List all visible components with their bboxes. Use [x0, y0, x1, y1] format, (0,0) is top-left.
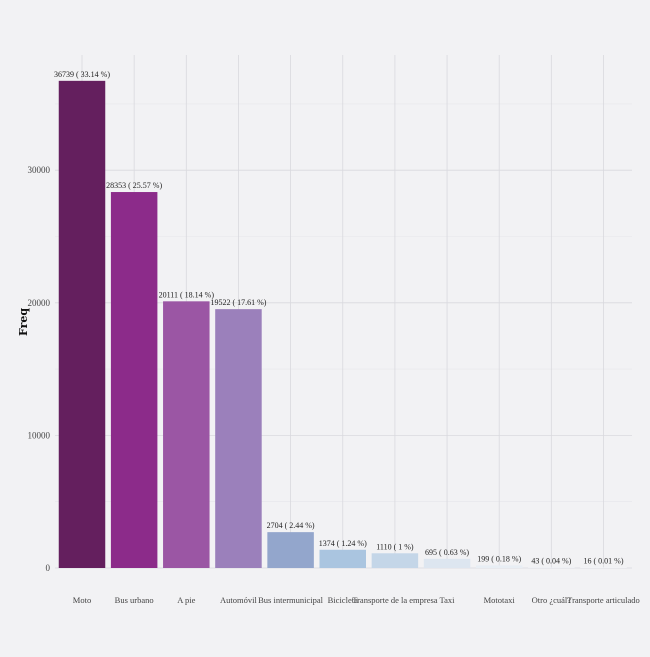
- x-tick-label: Taxi: [440, 595, 456, 605]
- data-label: 16 ( 0.01 %): [584, 556, 624, 565]
- bar-autom-vil: [215, 309, 262, 568]
- y-tick-label: 20000: [28, 298, 51, 308]
- bar-otro-cu-l: [528, 567, 575, 568]
- x-tick-label: A pie: [177, 595, 195, 605]
- data-label: 695 ( 0.63 %): [425, 548, 469, 557]
- axis-layer: Freq 0 10000 20000 30000 Moto Bus urbano A pie…: [17, 165, 640, 605]
- y-tick-label: 0: [46, 563, 51, 573]
- data-label: 28353 ( 25.57 %): [106, 181, 162, 190]
- data-label: 1110 ( 1 %): [376, 542, 414, 551]
- data-label: 20111 ( 18.14 %): [159, 290, 215, 299]
- data-label: 1374 ( 1.24 %): [319, 539, 367, 548]
- x-tick-label: Mototaxi: [484, 595, 516, 605]
- x-tick-label: Bicicleta: [328, 595, 358, 605]
- label-layer: 36739 ( 33.14 %) 28353 ( 25.57 %) 20111 ( …: [54, 70, 624, 566]
- data-label: 43 ( 0.04 %): [531, 556, 571, 565]
- bar-moto: [58, 80, 106, 569]
- data-label: 19522 ( 17.61 %): [210, 298, 266, 307]
- bar-bus-intermunicipal: [267, 532, 314, 568]
- x-tick-label: Otro ¿cuál?: [532, 595, 572, 605]
- data-label: 2704 ( 2.44 %): [267, 521, 315, 530]
- bar-transporte-de-la-empresa: [371, 553, 419, 568]
- bar-transporte-articulado: [580, 567, 627, 568]
- x-tick-label: Moto: [73, 595, 91, 605]
- x-tick-label: Automóvil: [220, 595, 257, 605]
- data-label: 36739 ( 33.14 %): [54, 70, 110, 79]
- x-tick-label: Transporte de la empresa: [352, 595, 438, 605]
- bar-bicicleta: [319, 549, 366, 568]
- y-tick-label: 10000: [28, 430, 51, 440]
- x-tick-label: Transporte articulado: [567, 595, 640, 605]
- y-axis-title: Freq: [17, 308, 30, 336]
- bar-taxi: [423, 558, 471, 568]
- bar-a-pie: [163, 301, 210, 568]
- y-tick-label: 30000: [28, 165, 51, 175]
- bar-bus-urbano: [110, 192, 158, 568]
- x-tick-label: Bus intermunicipal: [258, 595, 324, 605]
- bar-layer: [58, 80, 627, 569]
- x-tick-label: Bus urbano: [115, 595, 154, 605]
- data-label: 199 ( 0.18 %): [477, 554, 521, 563]
- bar-mototaxi: [475, 565, 523, 568]
